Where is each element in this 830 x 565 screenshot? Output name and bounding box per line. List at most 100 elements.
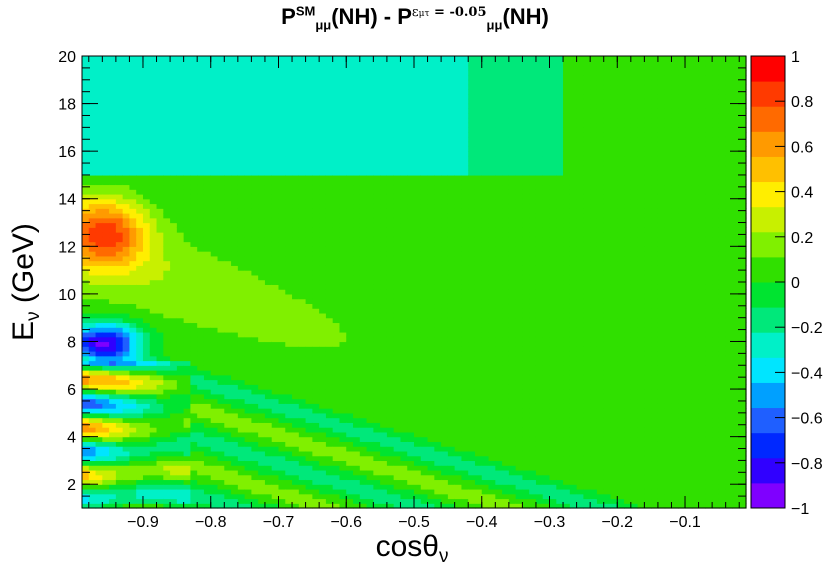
- heatmap-cell: [142, 222, 151, 228]
- heatmap-cell: [339, 213, 347, 219]
- heatmap-cell: [203, 241, 212, 247]
- heatmap-cell: [95, 350, 103, 357]
- heatmap-cell: [386, 184, 395, 190]
- heatmap-cell: [197, 360, 205, 366]
- heatmap-cell: [210, 117, 219, 124]
- heatmap-cell: [420, 198, 429, 205]
- heatmap-cell: [332, 374, 341, 381]
- heatmap-cell: [203, 179, 212, 186]
- heatmap-cell: [109, 370, 117, 376]
- heatmap-cell: [149, 322, 158, 328]
- heatmap-cell: [142, 303, 151, 309]
- heatmap-cell: [231, 60, 239, 67]
- heatmap-cell: [156, 393, 164, 400]
- heatmap-cell: [210, 484, 219, 490]
- heatmap-cell: [305, 436, 313, 442]
- heatmap-cell: [88, 132, 97, 138]
- heatmap-cell: [427, 232, 435, 238]
- heatmap-cell: [149, 441, 158, 447]
- heatmap-cell: [359, 384, 368, 390]
- heatmap-cell: [136, 127, 144, 133]
- heatmap-cell: [170, 398, 178, 404]
- heatmap-cell: [393, 174, 402, 181]
- heatmap-cell: [88, 436, 97, 442]
- heatmap-cell: [292, 222, 300, 228]
- heatmap-cell: [373, 308, 381, 314]
- heatmap-cell: [292, 374, 300, 381]
- heatmap-cell: [170, 365, 178, 371]
- heatmap-cell: [190, 408, 198, 414]
- heatmap-cell: [82, 170, 90, 176]
- heatmap-cell: [251, 284, 259, 290]
- heatmap-cell: [109, 174, 117, 181]
- heatmap-cell: [414, 146, 422, 152]
- heatmap-cell: [176, 298, 185, 305]
- heatmap-cell: [102, 422, 110, 428]
- heatmap-cell: [258, 389, 266, 395]
- heatmap-cell: [210, 56, 219, 62]
- heatmap-cell: [136, 341, 144, 347]
- heatmap-cell: [129, 70, 137, 76]
- heatmap-cell: [203, 75, 212, 81]
- heatmap-cell: [305, 79, 313, 86]
- heatmap-cell: [149, 398, 158, 404]
- heatmap-cell: [210, 474, 219, 481]
- heatmap-cell: [88, 146, 97, 152]
- heatmap-cell: [339, 355, 347, 362]
- heatmap-cell: [122, 165, 131, 171]
- heatmap-cell: [386, 327, 395, 333]
- heatmap-cell: [312, 255, 320, 262]
- heatmap-cell: [190, 488, 198, 495]
- heatmap-cell: [149, 393, 158, 400]
- heatmap-cell: [82, 203, 90, 209]
- heatmap-cell: [414, 94, 422, 100]
- heatmap-cell: [380, 379, 388, 385]
- heatmap-cell: [102, 455, 110, 462]
- heatmap-cell: [380, 374, 388, 381]
- heatmap-cell: [224, 189, 232, 195]
- heatmap-cell: [380, 189, 388, 195]
- heatmap-cell: [203, 193, 212, 200]
- heatmap-cell: [210, 360, 219, 366]
- heatmap-cell: [373, 56, 381, 62]
- heatmap-cell: [176, 179, 185, 186]
- heatmap-cell: [210, 193, 219, 200]
- heatmap-cell: [237, 241, 246, 247]
- heatmap-cell: [380, 450, 388, 457]
- heatmap-cell: [82, 56, 90, 62]
- heatmap-cell: [393, 341, 402, 347]
- heatmap-cell: [400, 379, 408, 385]
- heatmap-cell: [292, 270, 300, 276]
- heatmap-cell: [366, 98, 374, 105]
- heatmap-cell: [231, 469, 239, 476]
- heatmap-cell: [203, 117, 212, 124]
- heatmap-cell: [393, 308, 402, 314]
- heatmap-cell: [359, 151, 368, 157]
- heatmap-cell: [149, 108, 158, 114]
- heatmap-cell: [264, 60, 273, 67]
- heatmap-cell: [298, 208, 307, 214]
- heatmap-cell: [136, 184, 144, 190]
- heatmap-cell: [292, 108, 300, 114]
- heatmap-cell: [149, 184, 158, 190]
- heatmap-cell: [156, 108, 164, 114]
- heatmap-cell: [264, 322, 273, 328]
- heatmap-cell: [427, 70, 435, 76]
- heatmap-cell: [332, 193, 341, 200]
- heatmap-cell: [210, 265, 219, 271]
- heatmap-cell: [82, 412, 90, 419]
- heatmap-cell: [251, 493, 259, 500]
- heatmap-cell: [407, 417, 415, 423]
- heatmap-cell: [353, 75, 361, 81]
- heatmap-cell: [420, 108, 429, 114]
- heatmap-cell: [170, 279, 178, 285]
- heatmap-cell: [102, 141, 110, 147]
- heatmap-cell: [312, 446, 320, 452]
- heatmap-cell: [393, 217, 402, 224]
- heatmap-cell: [393, 350, 402, 357]
- heatmap-cell: [190, 75, 198, 81]
- heatmap-cell: [237, 217, 246, 224]
- heatmap-cell: [278, 227, 286, 233]
- heatmap-cell: [373, 60, 381, 67]
- heatmap-cell: [176, 217, 185, 224]
